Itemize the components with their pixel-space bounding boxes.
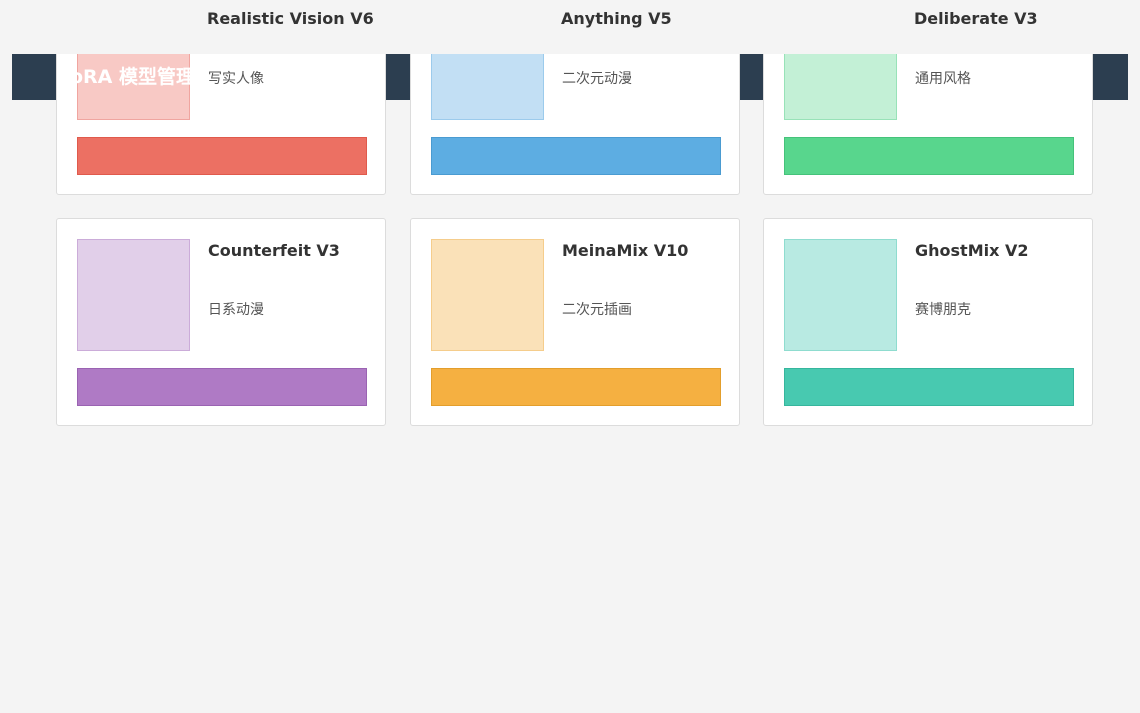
action-bar[interactable] bbox=[77, 137, 367, 175]
card-title: Counterfeit V3 bbox=[208, 241, 340, 260]
action-bar[interactable] bbox=[431, 368, 721, 406]
card-title: Realistic Vision V6 bbox=[207, 9, 374, 28]
model-card[interactable]: Counterfeit V3 日系动漫 bbox=[56, 218, 386, 426]
card-subtitle: 二次元插画 bbox=[562, 302, 632, 318]
action-bar[interactable] bbox=[77, 368, 367, 406]
thumbnail bbox=[77, 239, 190, 351]
thumbnail bbox=[431, 239, 544, 351]
header-title: oRA 模型管理 bbox=[70, 66, 196, 88]
model-card[interactable]: GhostMix V2 赛博朋克 bbox=[763, 218, 1093, 426]
card-subtitle: 通用风格 bbox=[915, 71, 971, 87]
thumbnail bbox=[784, 239, 897, 351]
card-title: GhostMix V2 bbox=[915, 241, 1029, 260]
card-subtitle: 二次元动漫 bbox=[562, 71, 632, 87]
card-title: Anything V5 bbox=[561, 9, 672, 28]
card-subtitle: 日系动漫 bbox=[208, 302, 264, 318]
card-subtitle: 赛博朋克 bbox=[915, 302, 971, 318]
action-bar[interactable] bbox=[431, 137, 721, 175]
card-title: Deliberate V3 bbox=[914, 9, 1038, 28]
action-bar[interactable] bbox=[784, 368, 1074, 406]
model-card[interactable]: MeinaMix V10 二次元插画 bbox=[410, 218, 740, 426]
top-band bbox=[0, 0, 1140, 54]
card-title: MeinaMix V10 bbox=[562, 241, 689, 260]
card-subtitle: 写实人像 bbox=[208, 71, 264, 87]
action-bar[interactable] bbox=[784, 137, 1074, 175]
